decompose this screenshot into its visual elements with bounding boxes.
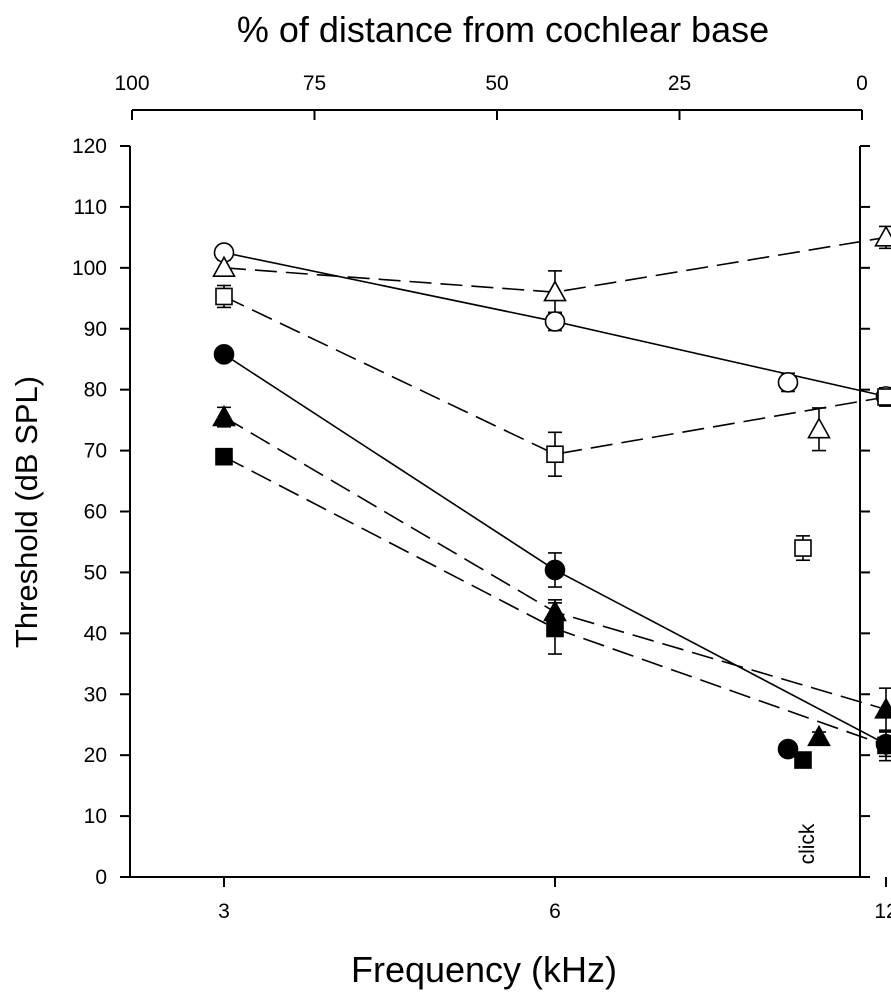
click-label: click <box>796 823 819 864</box>
y-tick-label-7: 70 <box>84 440 107 463</box>
point-triangle-open-2 <box>874 225 891 247</box>
click-point-square-filled <box>794 751 812 769</box>
point-circle-filled-0 <box>213 344 235 365</box>
y-tick-label-12: 120 <box>72 135 107 158</box>
top-tick-label-3: 25 <box>668 72 691 95</box>
click-point-triangle-filled <box>807 724 831 747</box>
x-axis-ticks: 361218243042 <box>218 877 891 923</box>
series-lines <box>223 236 891 747</box>
top-tick-label-2: 50 <box>485 72 508 95</box>
series-line-triangle-open <box>223 236 891 294</box>
top-axis-title: % of distance from cochlear base <box>237 9 769 50</box>
y-tick-label-8: 80 <box>84 379 107 402</box>
y-tick-label-6: 60 <box>84 501 107 524</box>
top-tick-label-1: 75 <box>303 72 326 95</box>
y-tick-label-2: 20 <box>84 744 107 767</box>
y-tick-label-10: 100 <box>72 257 107 280</box>
y-tick-label-1: 10 <box>84 805 107 828</box>
y-tick-label-5: 50 <box>84 561 107 584</box>
series-line-square-open <box>223 295 891 456</box>
point-square-filled-0 <box>215 447 233 466</box>
point-triangle-open-0 <box>212 255 236 278</box>
point-square-open-2 <box>877 388 891 406</box>
y-tick-label-4: 40 <box>84 622 107 645</box>
data-markers <box>212 225 891 769</box>
point-triangle-filled-1 <box>543 599 567 622</box>
y-tick-label-0: 0 <box>95 866 107 889</box>
top-tick-label-4: 0 <box>856 72 868 95</box>
y-tick-label-9: 90 <box>84 318 107 341</box>
point-square-open-1 <box>546 445 564 464</box>
y-tick-label-11: 110 <box>74 196 107 219</box>
click-point-triangle-open <box>807 417 831 439</box>
top-axis-ticks: 100 75 50 25 0 <box>114 72 868 120</box>
x-axis-title: Frequency (kHz) <box>351 949 617 990</box>
point-triangle-filled-2 <box>874 697 891 719</box>
y-tick-label-3: 30 <box>84 683 107 706</box>
click-point-circle-filled <box>777 738 799 760</box>
x-tick-label-0: 3 <box>218 900 230 923</box>
x-tick-label-2: 12 <box>874 900 891 923</box>
click-point-square-open <box>794 539 812 557</box>
top-tick-label-0: 100 <box>114 72 149 95</box>
point-triangle-open-1 <box>543 280 567 302</box>
series-line-circle-open <box>223 251 891 398</box>
point-square-filled-1 <box>546 619 564 638</box>
series-line-triangle-filled <box>223 416 891 711</box>
point-square-filled-2 <box>877 736 891 755</box>
series-line-circle-filled <box>223 353 891 746</box>
point-square-open-0 <box>215 287 233 306</box>
point-triangle-filled-0 <box>212 404 236 427</box>
point-circle-open-1 <box>544 311 566 332</box>
y-axis-title: Threshold (dB SPL) <box>9 376 44 648</box>
point-circle-filled-1 <box>544 559 566 581</box>
y-axis-ticks: 0 10 20 30 40 50 60 70 80 90 100 110 120 <box>72 135 870 889</box>
series-line-square-filled <box>223 455 891 747</box>
click-point-circle-open <box>777 372 799 393</box>
x-tick-label-1: 6 <box>549 900 561 923</box>
